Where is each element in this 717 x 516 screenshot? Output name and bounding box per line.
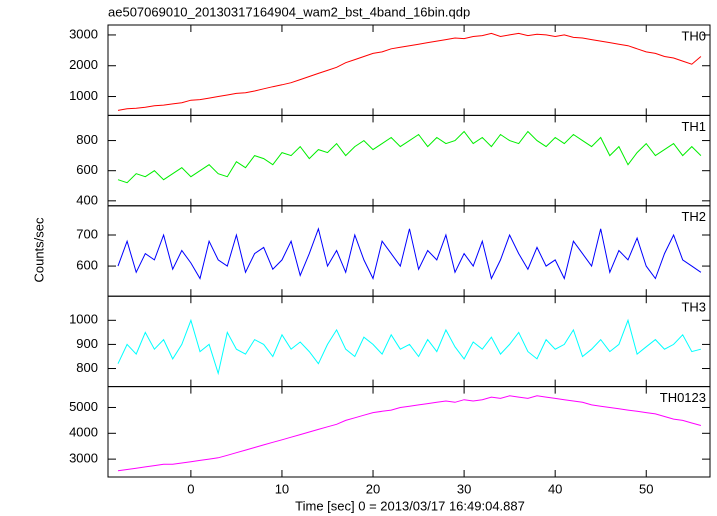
series-line	[117, 395, 702, 472]
panel-frame	[107, 24, 711, 116]
series-line	[117, 318, 702, 376]
series-line	[117, 130, 702, 184]
chart-title: ae507069010_20130317164904_wam2_bst_4ban…	[108, 4, 470, 19]
y-tick-label: 800	[76, 132, 98, 147]
y-tick-label: 600	[76, 162, 98, 177]
y-tick-label: 700	[76, 226, 98, 241]
series-line	[117, 32, 702, 111]
y-tick-label: 2000	[69, 57, 98, 72]
series-label: TH1	[681, 119, 706, 134]
y-tick-label: 5000	[69, 399, 98, 414]
y-tick-label: 400	[76, 192, 98, 207]
series-label: TH0123	[660, 390, 706, 405]
x-tick-label: 20	[366, 481, 380, 496]
x-tick-label: 30	[457, 481, 471, 496]
y-axis-label: Counts/sec	[31, 217, 46, 283]
x-axis-label: Time [sec] 0 = 2013/03/17 16:49:04.887	[295, 498, 525, 513]
x-tick-label: 0	[187, 481, 194, 496]
series-line	[117, 227, 702, 280]
panel-frame	[107, 114, 711, 207]
x-tick-label: 40	[548, 481, 562, 496]
y-tick-label: 4000	[69, 425, 98, 440]
x-tick-label: 50	[639, 481, 653, 496]
series-label: TH3	[681, 300, 706, 315]
panel-frame	[107, 386, 711, 478]
y-tick-label: 1000	[69, 312, 98, 327]
y-tick-label: 900	[76, 336, 98, 351]
x-tick-label: 10	[275, 481, 289, 496]
y-tick-label: 600	[76, 258, 98, 273]
y-tick-label: 3000	[69, 26, 98, 41]
series-label: TH2	[681, 209, 706, 224]
y-tick-label: 1000	[69, 88, 98, 103]
y-tick-label: 800	[76, 360, 98, 375]
y-tick-label: 3000	[69, 451, 98, 466]
series-label: TH0	[681, 28, 706, 43]
